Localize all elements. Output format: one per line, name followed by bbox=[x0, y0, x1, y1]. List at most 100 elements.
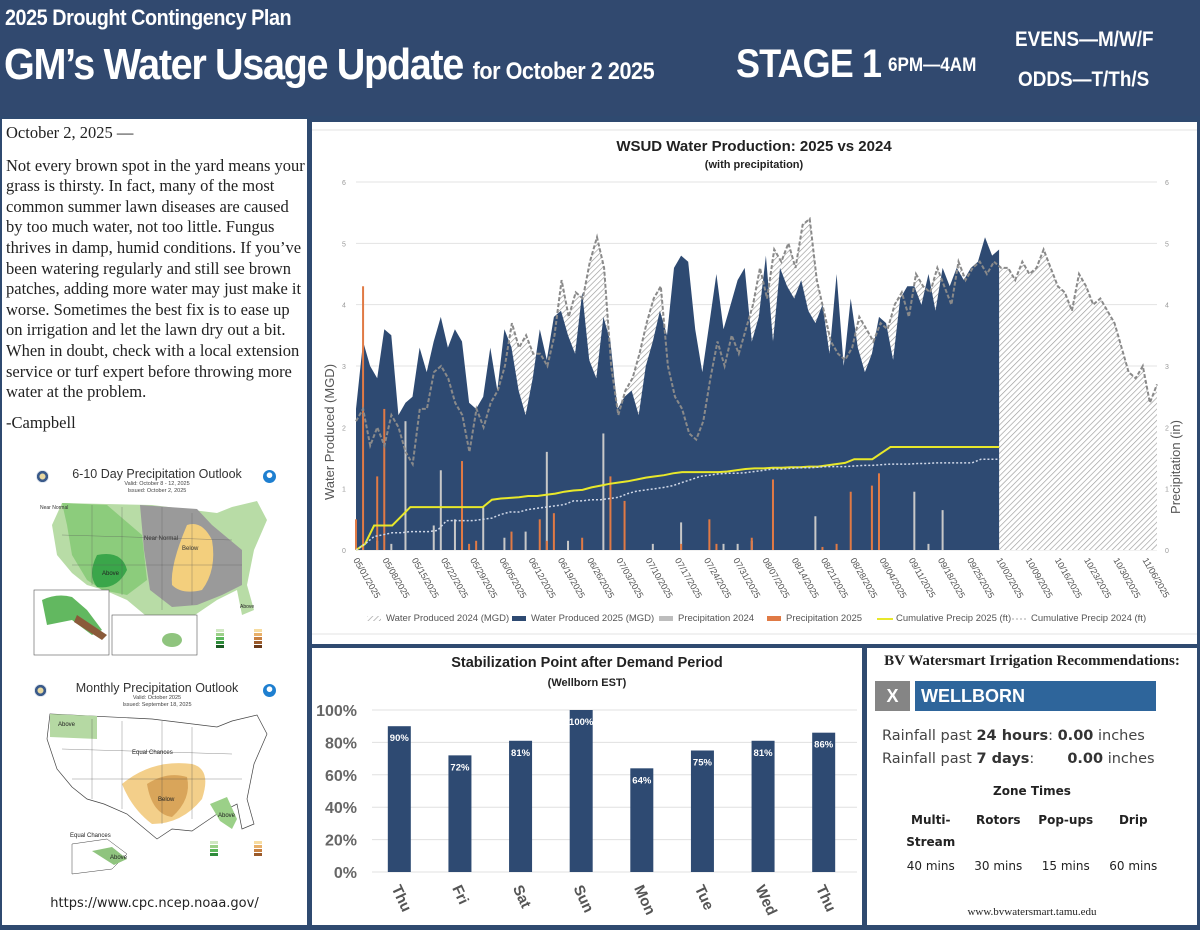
precip-bar-p2024 bbox=[722, 543, 725, 550]
precip-bar-p2024 bbox=[482, 507, 485, 550]
doc-seal-icon bbox=[34, 684, 47, 697]
bv-title: BV Watersmart Irrigation Recommendations… bbox=[884, 653, 1180, 669]
legend-label: Water Produced 2025 (MGD) bbox=[531, 613, 654, 624]
map-title: Monthly Precipitation Outlook bbox=[75, 681, 239, 695]
precip-bar-p2024 bbox=[503, 537, 506, 550]
y2-tick-label: 1 bbox=[1165, 487, 1169, 494]
precip-bar-p2025 bbox=[835, 543, 838, 550]
x-tick-label: 11/06/2025 bbox=[1141, 556, 1172, 599]
data-label: 100% bbox=[569, 717, 594, 728]
legend-label: Cumulative Precip 2025 (ft) bbox=[896, 613, 1011, 624]
rain-value: 0.00 bbox=[1067, 751, 1104, 767]
map-issued: Issued: October 2, 2025 bbox=[127, 488, 187, 494]
chart-subtitle: (with precipitation) bbox=[705, 159, 804, 171]
x-tick-label: 06/26/2025 bbox=[585, 556, 616, 600]
legend-swatch bbox=[367, 616, 381, 621]
precip-bar-p2025 bbox=[545, 540, 548, 550]
zone-time: 60 mins bbox=[1109, 859, 1158, 873]
y2-tick-label: 0 bbox=[1165, 548, 1169, 555]
data-label: 86% bbox=[814, 740, 834, 751]
precip-bar-p2024 bbox=[736, 543, 739, 550]
x-tick-label: 08/07/2025 bbox=[761, 556, 792, 600]
precip-bar-p2025 bbox=[750, 537, 753, 550]
chart-legend: Water Produced 2024 (MGD) Water Produced … bbox=[312, 613, 1197, 635]
zone-name: Rotors bbox=[975, 813, 1021, 827]
bv-watersmart-url[interactable]: www.bvwatersmart.tamu.edu bbox=[967, 906, 1097, 918]
noaa-url[interactable]: https://www.cpc.ncep.noaa.gov/ bbox=[50, 896, 259, 911]
line-cum-precip-2024 bbox=[355, 458, 1000, 551]
precip-bar-p2025 bbox=[680, 543, 683, 550]
x-tick-label: Tue bbox=[691, 883, 717, 913]
rain-unit: inches bbox=[1093, 728, 1145, 744]
chart-title: WSUD Water Production: 2025 vs 2024 bbox=[616, 138, 892, 155]
precip-bar-p2024 bbox=[524, 531, 527, 550]
y-tick-label: 0% bbox=[334, 865, 357, 882]
plan-title: 2025 Drought Contingency Plan bbox=[5, 5, 292, 30]
precip-bar-p2025 bbox=[475, 540, 478, 550]
y-tick-label: 60% bbox=[325, 768, 357, 785]
y-tick-label: 6 bbox=[342, 180, 346, 187]
y-tick-label: 80% bbox=[325, 735, 357, 752]
map-issued: Issued: September 18, 2025 bbox=[122, 702, 192, 708]
map-label: Above bbox=[218, 813, 236, 819]
zone-times-table: Multi- Stream Rotors Pop-ups Drip 40 min… bbox=[897, 809, 1167, 873]
bar bbox=[630, 768, 654, 872]
map-legend-swatches bbox=[210, 841, 262, 856]
x-tick-label: Wed bbox=[751, 883, 780, 919]
map-label: Above bbox=[240, 604, 254, 610]
letter-body: Not every brown spot in the yard means y… bbox=[6, 155, 305, 402]
y2-axis-label: Precipitation (in) bbox=[1168, 420, 1183, 514]
bar-chart-title: Stabilization Point after Demand Period bbox=[451, 655, 723, 671]
precip-bar-p2025 bbox=[468, 543, 471, 550]
zone-name: Pop-ups bbox=[1038, 813, 1094, 827]
y-tick-label: 40% bbox=[325, 800, 357, 817]
precip-bar-p2024 bbox=[545, 451, 548, 550]
location-name: WELLBORN bbox=[915, 681, 1156, 711]
x-tick-label: 07/17/2025 bbox=[673, 556, 704, 600]
outlook-6-10-map-image: Below Near Normal Above Near Normal Abov… bbox=[33, 501, 272, 656]
x-tick-label: 09/11/2025 bbox=[907, 556, 938, 599]
y-tick-label: 20% bbox=[325, 833, 357, 850]
bar bbox=[509, 740, 533, 872]
precip-bar-p2024 bbox=[651, 543, 654, 550]
x-tick-label: 07/31/2025 bbox=[731, 556, 762, 600]
x-tick-label: 06/05/2025 bbox=[497, 556, 528, 600]
precip-bar-p2024 bbox=[432, 525, 435, 550]
gm-letter: October 2, 2025 — Not every brown spot i… bbox=[6, 123, 306, 433]
precip-bar-p2025 bbox=[376, 476, 379, 550]
precip-bar-p2025 bbox=[461, 461, 464, 550]
stabilization-chart-panel: Stabilization Point after Demand Period … bbox=[312, 648, 862, 925]
x-tick-label: 05/29/2025 bbox=[468, 556, 499, 600]
x-tick-label: 07/10/2025 bbox=[644, 556, 675, 600]
precip-bar-p2025 bbox=[821, 546, 824, 550]
watering-hours: 6PM—4AM bbox=[888, 55, 977, 76]
bar bbox=[387, 726, 411, 872]
x-tick-label: Thu bbox=[812, 883, 839, 915]
rainfall-24h: Rainfall past 24 hours: 0.00 inches bbox=[882, 728, 1145, 744]
map-label: Equal Chances bbox=[70, 833, 111, 839]
zone-time: 15 mins bbox=[1041, 859, 1090, 873]
precip-bar-p2024 bbox=[814, 516, 817, 550]
precip-bar-p2025 bbox=[355, 519, 357, 550]
x-tick-label: 06/12/2025 bbox=[527, 556, 558, 600]
doc-seal-icon bbox=[36, 470, 49, 483]
map-label: Above bbox=[58, 722, 76, 728]
x-tick-label: 06/19/2025 bbox=[556, 556, 587, 600]
water-production-chart-panel: WSUD Water Production: 2025 vs 2024 (wit… bbox=[312, 122, 1197, 644]
precip-bar-p2024 bbox=[680, 522, 683, 550]
precip-bar-p2025 bbox=[362, 286, 365, 550]
x-tick-label: 09/04/2025 bbox=[877, 556, 908, 600]
x-tick-label: 05/08/2025 bbox=[381, 556, 412, 600]
close-button[interactable]: X bbox=[875, 681, 910, 711]
map-label: Below bbox=[158, 797, 175, 803]
data-label: 81% bbox=[754, 748, 774, 759]
precip-bar-p2024 bbox=[941, 510, 944, 550]
legend-label: Water Produced 2024 (MGD) bbox=[386, 613, 509, 624]
map-label: Near Normal bbox=[144, 536, 178, 542]
precip-bar-p2025 bbox=[771, 479, 774, 550]
map-label: Near Normal bbox=[40, 505, 68, 511]
x-tick-label: 10/09/2025 bbox=[1024, 556, 1055, 600]
zone-time: 40 mins bbox=[906, 859, 955, 873]
y2-tick-label: 4 bbox=[1165, 303, 1169, 310]
precip-bar-p2024 bbox=[390, 543, 393, 550]
